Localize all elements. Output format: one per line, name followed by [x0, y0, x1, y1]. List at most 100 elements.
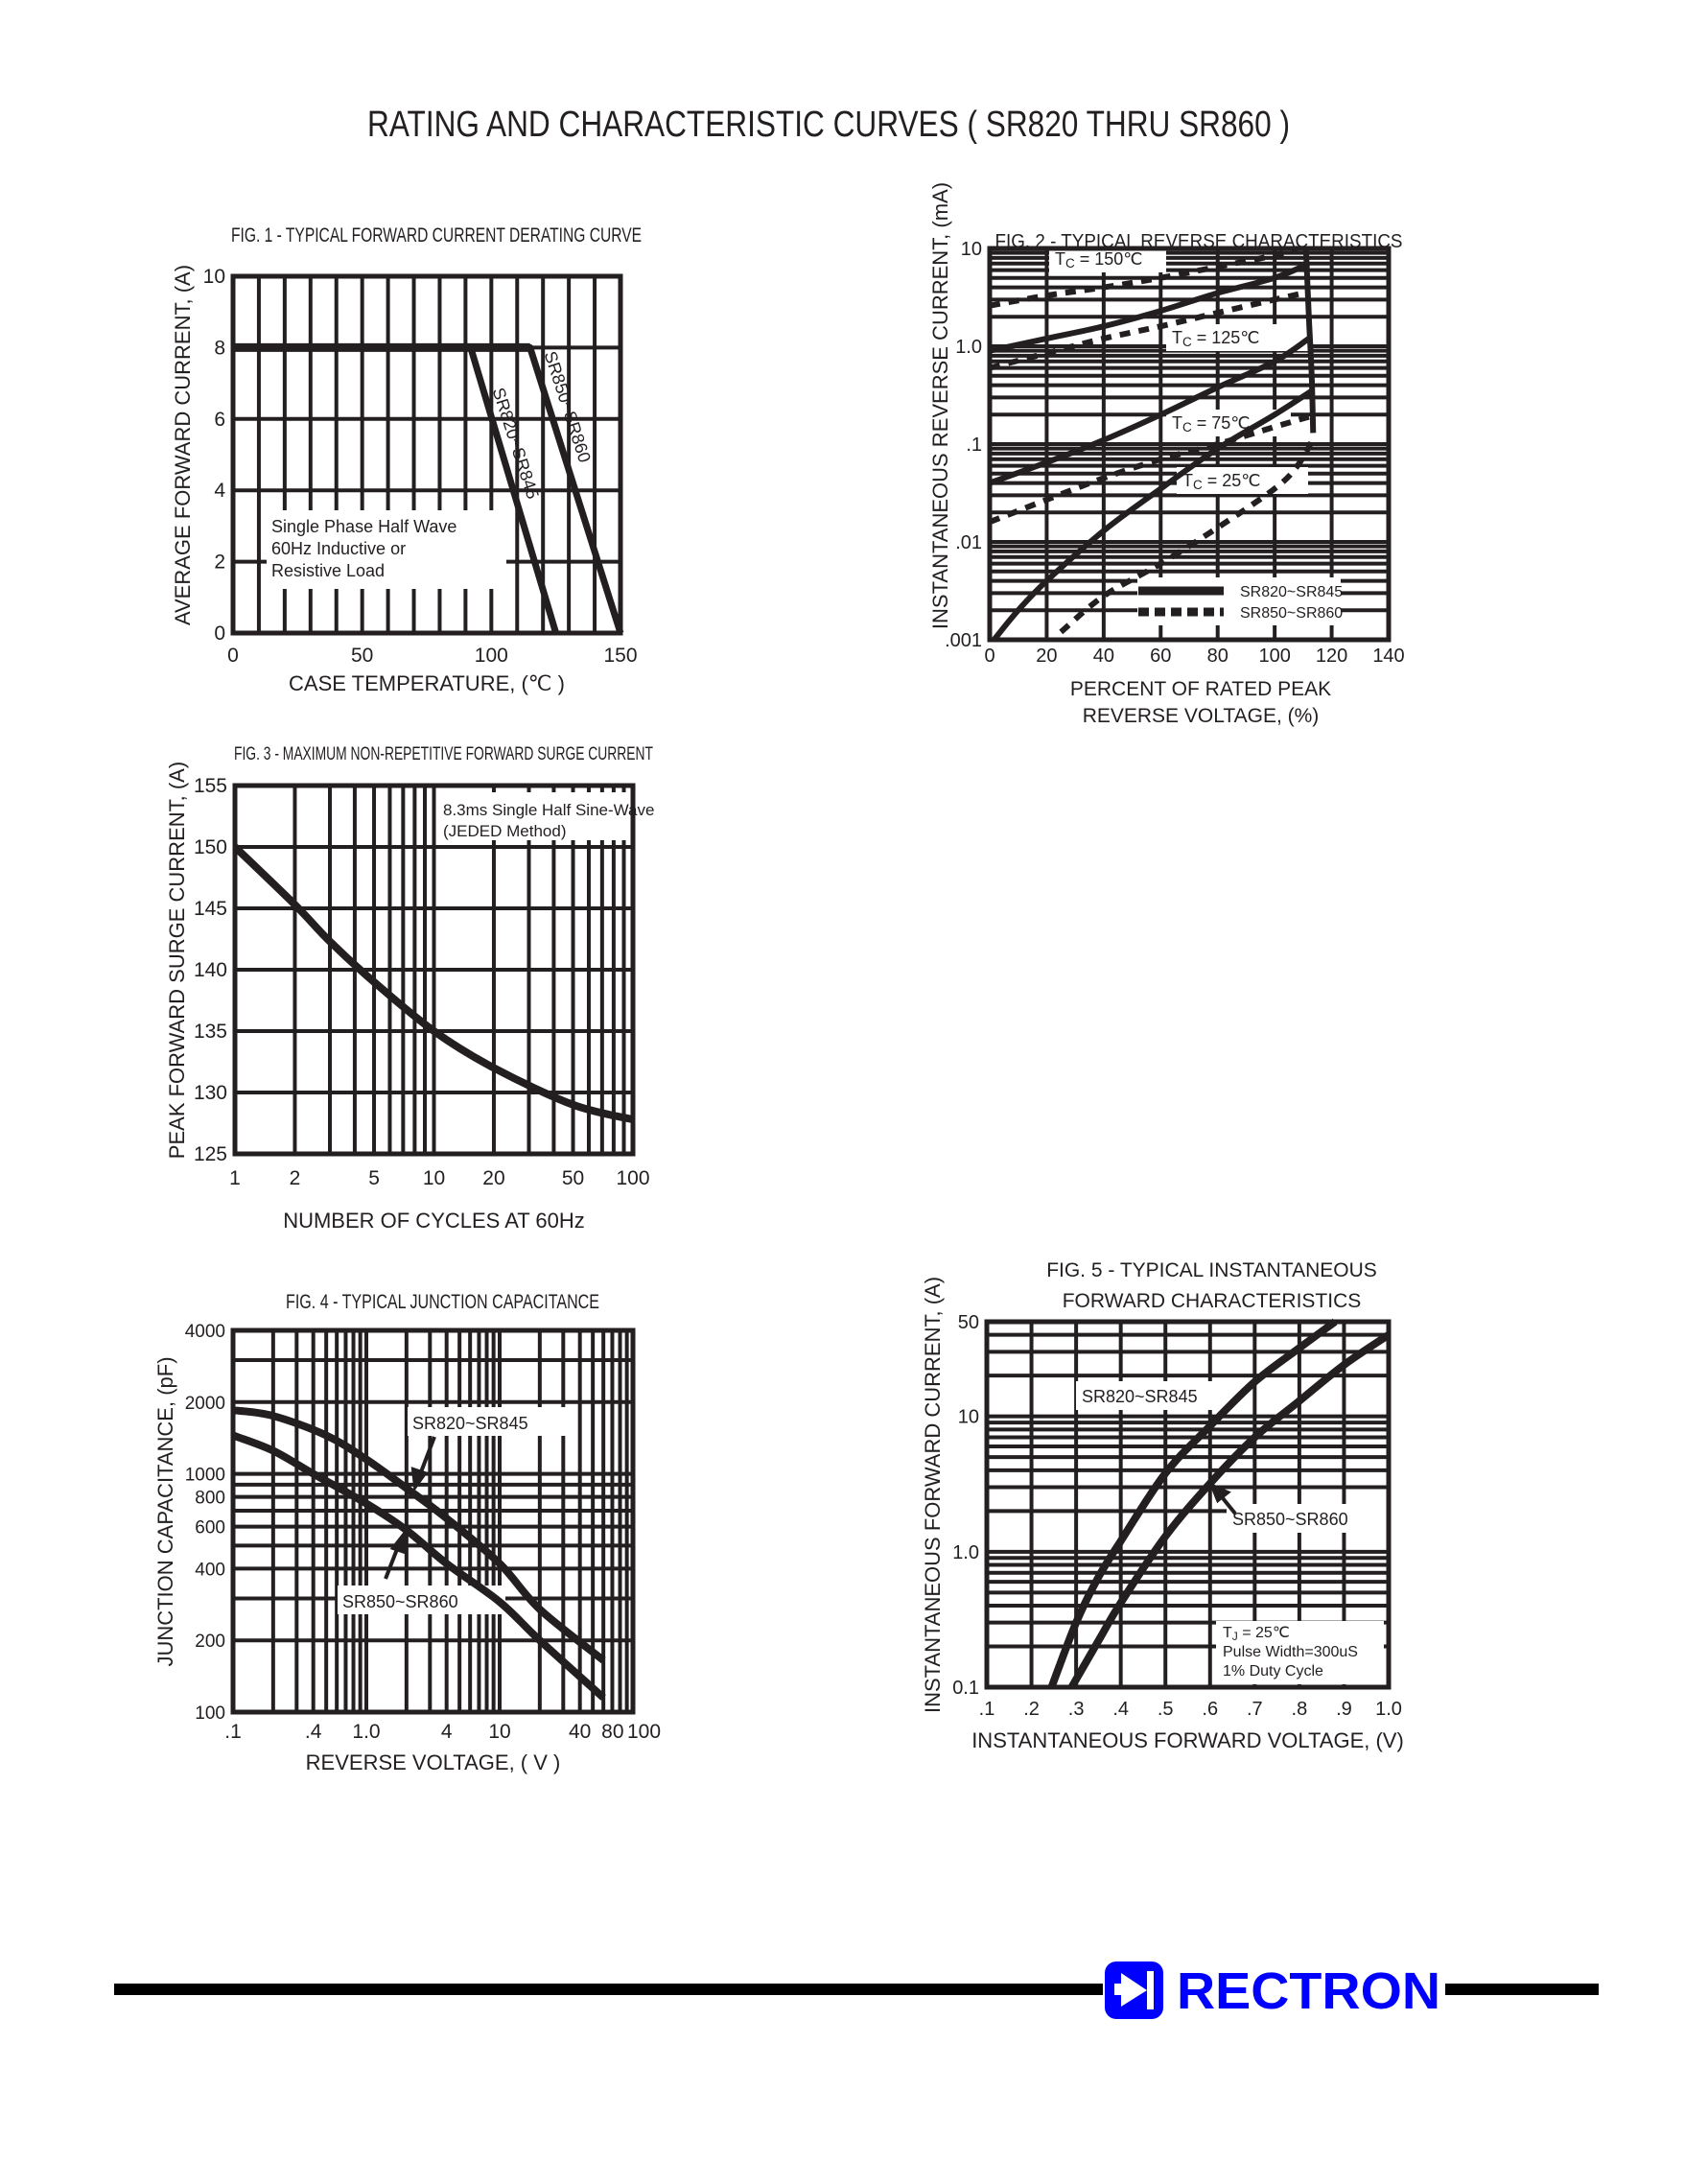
- curve-label: SR850~SR860: [342, 1592, 458, 1611]
- annotation-text: Single Phase Half Wave: [271, 517, 456, 536]
- x-tick-label: 10: [423, 1167, 445, 1189]
- y-tick-label: 0: [214, 622, 225, 645]
- y-tick-label: 600: [195, 1518, 225, 1539]
- label-backdrop: [1166, 410, 1291, 436]
- plot-frame: [230, 273, 623, 636]
- annotation-text: 60Hz Inductive or: [271, 539, 406, 558]
- label-backdrop: [1227, 1504, 1392, 1533]
- y-tick-label: 1000: [185, 1466, 225, 1486]
- x-tick-label: 1.0: [352, 1721, 380, 1743]
- y-axis-label: INSTANTANEOUS FORWARD CURRENT, (A): [921, 1277, 945, 1713]
- curve-label: SR850~SR860: [1232, 1510, 1348, 1529]
- label-rest: = 75℃: [1192, 413, 1251, 433]
- x-tick-label: .2: [1023, 1699, 1040, 1720]
- y-tick-label: 4000: [185, 1322, 225, 1342]
- label-backdrop: [436, 792, 628, 840]
- x-tick-label: 120: [1316, 646, 1347, 667]
- y-tick-label: .01: [955, 532, 982, 553]
- chart-fig1: Single Phase Half Wave 60Hz Inductive or R…: [171, 224, 642, 695]
- y-tick-label: 150: [194, 836, 227, 858]
- x-tick-label: 140: [1372, 646, 1404, 667]
- annotations: Single Phase Half Wave 60Hz Inductive or R…: [267, 510, 506, 589]
- y-tick-label: 100: [195, 1703, 225, 1724]
- y-tick-label: 145: [194, 898, 227, 920]
- x-tick-label: 100: [475, 645, 508, 667]
- x-tick-label: 5: [368, 1167, 380, 1189]
- x-tick-label: .1: [224, 1721, 242, 1743]
- y-tick-label: 10: [203, 266, 225, 288]
- x-axis-label: PERCENT OF RATED PEAK: [1070, 678, 1331, 700]
- y-tick-label: 125: [194, 1143, 227, 1165]
- label-rest: = 25℃: [1238, 1625, 1290, 1641]
- y-tick-label: .1: [966, 435, 982, 456]
- x-tick-label: 10: [488, 1721, 510, 1743]
- y-tick-label: 155: [194, 775, 227, 797]
- label-backdrop: [338, 1586, 505, 1614]
- chart-title: FIG. 1 - TYPICAL FORWARD CURRENT DERATIN…: [231, 224, 642, 247]
- series-line-curve: [1302, 248, 1317, 434]
- annotation-text: (JEDED Method): [443, 822, 566, 840]
- label-backdrop: [1216, 1621, 1384, 1684]
- brand-logo: RECTRON: [1105, 1961, 1440, 2020]
- x-tick-label: 1: [229, 1167, 241, 1189]
- legend-label: SR850~SR860: [1240, 605, 1343, 622]
- chart-title: FORWARD CHARACTERISTICS: [1063, 1290, 1362, 1312]
- series-group: [232, 844, 634, 1124]
- label-rest: = 125℃: [1192, 328, 1260, 347]
- x-tick-label: 0: [227, 645, 239, 667]
- label-main: T: [1172, 413, 1182, 433]
- temperature-label: TC = 150℃: [1055, 249, 1143, 270]
- annotation-text: Resistive Load: [271, 561, 385, 580]
- series-line-sr820-sr845-25c: [992, 388, 1314, 642]
- x-tick-label: 100: [1258, 646, 1290, 667]
- plot-frame: [230, 1327, 636, 1715]
- annotations: 8.3ms Single Half Sine-Wave (JEDED Method…: [436, 792, 654, 840]
- label-subscript: C: [1065, 256, 1075, 270]
- x-tick-label: 1.0: [1375, 1699, 1402, 1720]
- series-line-curve: [232, 844, 634, 1124]
- series-line-sr820-sr845-150c: [989, 261, 1310, 354]
- page-title: RATING AND CHARACTERISTIC CURVES ( SR820…: [367, 105, 1290, 145]
- plot-frame: [987, 246, 1392, 643]
- footer-rule-left: [114, 1984, 1103, 1995]
- plot-frame: [984, 1319, 1392, 1690]
- x-tick-label: .5: [1158, 1699, 1174, 1720]
- label-main: T: [1223, 1625, 1232, 1641]
- y-tick-label: 140: [194, 959, 227, 981]
- x-tick-label: 150: [603, 645, 637, 667]
- arrow-head-icon: [1208, 1482, 1231, 1504]
- y-tick-label: 1.0: [955, 337, 982, 358]
- x-tick-label: 80: [1207, 646, 1228, 667]
- label-main: T: [1182, 471, 1193, 490]
- x-tick-label: 50: [562, 1167, 584, 1189]
- series-group: [988, 246, 1318, 642]
- y-tick-label: 8: [214, 337, 225, 359]
- y-tick-label: 6: [214, 409, 225, 431]
- x-tick-label: 100: [627, 1721, 661, 1743]
- x-axis-label: REVERSE VOLTAGE, (%): [1083, 705, 1320, 727]
- arrow-icon-group: [1208, 1482, 1237, 1515]
- y-tick-label: 130: [194, 1082, 227, 1104]
- x-tick-label: .7: [1247, 1699, 1263, 1720]
- label-backdrop: [1166, 324, 1310, 351]
- label-rest: = 150℃: [1075, 249, 1143, 269]
- x-axis-label: NUMBER OF CYCLES AT 60Hz: [283, 1209, 585, 1233]
- x-tick-label: 40: [1093, 646, 1114, 667]
- series-line-sr850-sr860-25c: [1059, 435, 1318, 635]
- y-tick-label: 1.0: [952, 1542, 979, 1563]
- y-tick-label: 135: [194, 1021, 227, 1043]
- y-tick-label: 0.1: [952, 1678, 979, 1699]
- series-line-sr850-sr860-150c: [989, 246, 1299, 309]
- y-axis-label: INSTANTANEOUS REVERSE CURRENT, (mA): [928, 182, 952, 629]
- label-backdrop: [267, 510, 506, 589]
- y-tick-label: 800: [195, 1489, 225, 1509]
- series-line-sr820-sr845-75c: [988, 336, 1311, 486]
- footer: RECTRON: [114, 1961, 1599, 2020]
- y-tick-label: .001: [945, 630, 982, 651]
- legend-label: SR820~SR845: [1240, 584, 1343, 600]
- x-tick-label: .1: [979, 1699, 995, 1720]
- annotation-text: 1% Duty Cycle: [1223, 1663, 1323, 1679]
